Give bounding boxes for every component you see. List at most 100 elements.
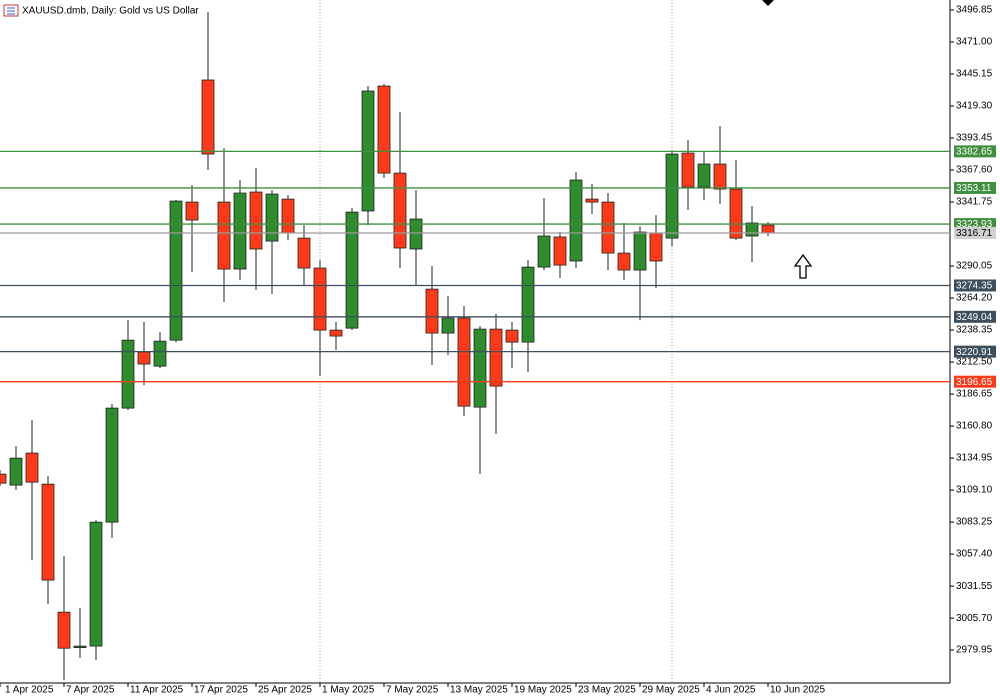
candle-body <box>89 521 103 647</box>
x-tick-label: 29 May 2025 <box>642 685 700 696</box>
level-label-box <box>954 345 996 358</box>
x-tick-label: 4 Jun 2025 <box>706 685 756 696</box>
candle-body <box>569 179 583 262</box>
candle-body <box>665 153 679 239</box>
candle-body <box>169 200 183 341</box>
level-label: 3220.91 <box>956 347 993 358</box>
y-tick-label: 3393.45 <box>956 133 993 144</box>
candle-body <box>297 237 311 269</box>
candle-body <box>185 201 199 221</box>
y-tick-label: 3212.50 <box>956 357 993 368</box>
candle-body <box>137 351 151 365</box>
x-tick-label: 10 Jun 2025 <box>770 685 825 696</box>
y-tick-label: 3367.60 <box>956 165 993 176</box>
candle-body <box>25 452 39 483</box>
y-tick-label: 3186.65 <box>956 389 993 400</box>
candle-body <box>281 198 295 234</box>
symbol-icon <box>3 4 19 17</box>
candle-body <box>201 79 215 155</box>
candle-body <box>457 317 471 407</box>
level-label-box <box>954 227 996 240</box>
candle-body <box>473 328 487 408</box>
y-tick-label: 3057.40 <box>956 549 993 560</box>
level-label: 3323.93 <box>956 219 993 230</box>
level-label: 3249.04 <box>956 312 993 323</box>
candle-body <box>633 231 647 271</box>
candle-body <box>249 191 263 250</box>
candle-body <box>313 267 327 331</box>
y-tick-label: 3083.25 <box>956 517 993 528</box>
candle-body <box>345 211 359 329</box>
candle-body <box>41 483 55 581</box>
y-tick-label: 3419.30 <box>956 101 993 112</box>
candle-body <box>441 317 455 334</box>
level-label: 3382.65 <box>956 147 993 158</box>
candle-body <box>745 222 759 237</box>
candle-body <box>9 457 23 486</box>
candle-body <box>233 192 247 270</box>
level-label: 3316.71 <box>956 228 993 239</box>
x-tick-label: 7 May 2025 <box>386 685 439 696</box>
y-tick-label: 3445.15 <box>956 69 993 80</box>
candle-body <box>105 407 119 523</box>
y-tick-label: 3160.80 <box>956 421 993 432</box>
candle-body <box>217 201 231 270</box>
x-tick-label: 25 Apr 2025 <box>258 685 312 696</box>
level-label-box <box>954 145 996 158</box>
level-label: 3274.35 <box>956 281 993 292</box>
x-tick-label: 17 Apr 2025 <box>194 685 248 696</box>
level-label-box <box>954 375 996 388</box>
y-tick-label: 3290.05 <box>956 261 993 272</box>
candle-body <box>521 266 535 343</box>
candle-body <box>713 163 727 190</box>
candle-body <box>761 224 775 234</box>
shift-marker <box>762 0 774 6</box>
level-label-box <box>954 181 996 194</box>
candle-body <box>393 172 407 249</box>
candle-body <box>649 232 663 262</box>
y-tick-label: 3238.35 <box>956 325 993 336</box>
chart-title: XAUUSD.dmb, Daily: Gold vs US Dollar <box>22 6 199 17</box>
candle-body <box>265 193 279 242</box>
level-label-box <box>954 279 996 292</box>
candle-body <box>57 611 71 649</box>
y-tick-label: 3471.00 <box>956 37 993 48</box>
arrow-annotation <box>793 253 813 279</box>
candle-body <box>617 252 631 271</box>
x-tick-label: 23 May 2025 <box>578 685 636 696</box>
y-tick-label: 3496.85 <box>956 5 993 16</box>
candle-body <box>153 340 167 367</box>
x-tick-label: 11 Apr 2025 <box>130 685 184 696</box>
y-tick-label: 3264.20 <box>956 293 993 304</box>
y-tick-label: 3109.10 <box>956 485 993 496</box>
y-tick-label: 3031.55 <box>956 581 993 592</box>
level-label: 3196.65 <box>956 377 993 388</box>
candle-body <box>329 329 343 337</box>
y-tick-label: 3005.70 <box>956 613 993 624</box>
candle-body <box>537 235 551 268</box>
candle-body <box>73 645 87 648</box>
candle-body <box>0 473 7 484</box>
y-tick-label: 3341.75 <box>956 197 993 208</box>
candle-body <box>553 236 567 266</box>
x-tick-label: 1 May 2025 <box>322 685 375 696</box>
y-tick-label: 2979.95 <box>956 645 993 656</box>
candle-body <box>377 85 391 174</box>
candle-body <box>121 339 135 409</box>
x-tick-label: 19 May 2025 <box>514 685 572 696</box>
y-tick-label: 3134.95 <box>956 453 993 464</box>
level-label: 3353.11 <box>956 183 992 194</box>
x-tick-label: 7 Apr 2025 <box>66 685 115 696</box>
candle-body <box>425 288 439 334</box>
candle-body <box>409 218 423 250</box>
level-label-box <box>954 310 996 323</box>
candle-body <box>681 152 695 188</box>
candle-body <box>505 329 519 343</box>
candle-body <box>601 201 615 254</box>
candle-body <box>585 198 599 203</box>
x-tick-label: 13 May 2025 <box>450 685 508 696</box>
candle-body <box>489 328 503 387</box>
x-tick-label: 1 Apr 2025 <box>5 685 54 696</box>
candle-body <box>697 163 711 188</box>
